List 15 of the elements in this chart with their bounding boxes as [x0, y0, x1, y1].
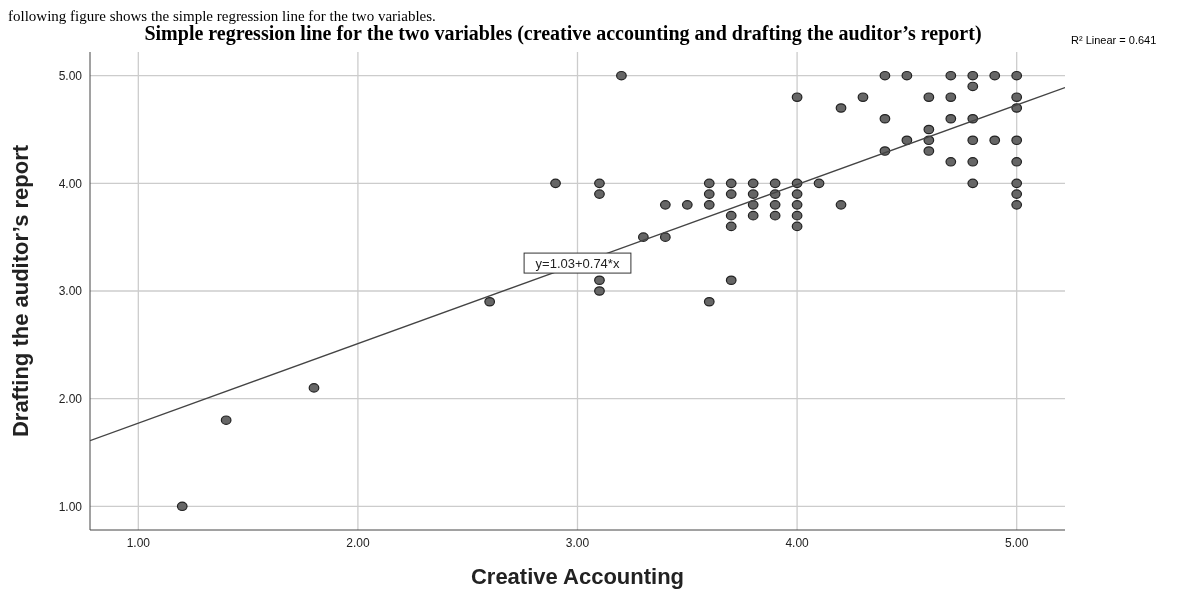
y-tick-label: 3.00	[58, 284, 83, 299]
x-axis-title: Creative Accounting	[470, 564, 685, 589]
y-tick-label: 4.00	[58, 176, 83, 191]
x-tick-label: 4.00	[785, 535, 810, 550]
y-axis-title: Drafting the auditor’s report	[7, 144, 33, 438]
y-tick-label: 2.00	[58, 391, 83, 406]
x-tick-label: 1.00	[126, 535, 151, 550]
annotation: y=1.03+0.74*x	[535, 256, 620, 272]
x-tick-label: 3.00	[565, 535, 590, 550]
x-tick-label: 2.00	[346, 535, 370, 550]
y-tick-label: 1.00	[58, 499, 83, 514]
y-tick-label: 5.00	[58, 68, 83, 83]
x-tick-label: 5.00	[1005, 535, 1029, 550]
text: following figure shows the simple regression line for the two variables.	[8, 8, 436, 25]
text: R² Linear = 0.641	[1071, 34, 1157, 46]
